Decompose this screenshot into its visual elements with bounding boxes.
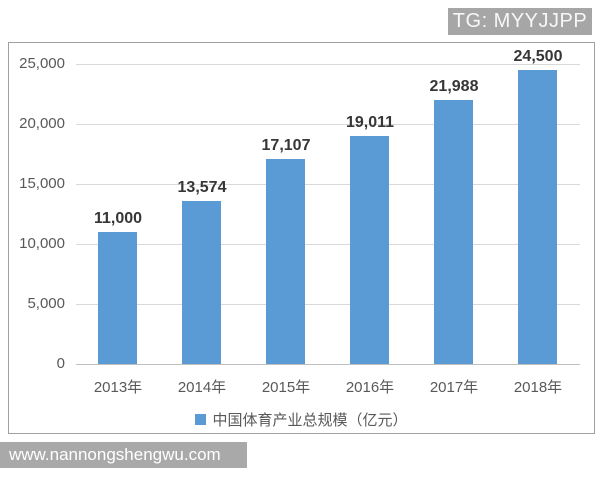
legend-swatch-icon xyxy=(195,414,207,425)
bar-value-label: 19,011 xyxy=(345,114,395,131)
bar-column: 17,107 2015年 xyxy=(244,43,328,433)
bar-value-label: 24,500 xyxy=(513,48,563,65)
bar-column: 21,988 2017年 xyxy=(412,43,496,433)
y-axis-tick-label: 5,000 xyxy=(27,295,65,312)
x-axis-category-label: 2017年 xyxy=(429,379,479,396)
telegram-watermark-badge: TG: MYYJJPP xyxy=(448,8,592,35)
bar-value-label: 13,574 xyxy=(177,179,227,196)
y-axis-tick-label: 20,000 xyxy=(19,115,65,132)
gridline xyxy=(76,124,580,125)
bar-value-label: 17,107 xyxy=(261,137,311,154)
legend: 中国体育产业总规模（亿元） xyxy=(9,409,594,430)
site-watermark-bar: www.nannongshengwu.com xyxy=(0,442,247,468)
bar-column: 13,574 2014年 xyxy=(160,43,244,433)
bar-chart: 0 5,000 10,000 15,000 20,000 25,000 11,000 201… xyxy=(8,42,595,434)
y-axis-tick-label: 25,000 xyxy=(19,55,65,72)
bar xyxy=(182,201,221,364)
gridline xyxy=(76,304,580,305)
bar-value-label: 21,988 xyxy=(429,78,479,95)
y-axis-tick-label: 10,000 xyxy=(19,235,65,252)
bar-value-label: 11,000 xyxy=(93,210,143,227)
gridline xyxy=(76,244,580,245)
x-axis-category-label: 2014年 xyxy=(177,379,227,396)
x-axis-category-label: 2018年 xyxy=(513,379,563,396)
bar-column: 24,500 2018年 xyxy=(496,43,580,433)
gridline xyxy=(76,64,580,65)
x-axis-category-label: 2015年 xyxy=(261,379,311,396)
bar xyxy=(266,159,305,364)
bar xyxy=(350,136,389,364)
legend-label: 中国体育产业总规模（亿元） xyxy=(212,412,408,429)
bar-column: 19,011 2016年 xyxy=(328,43,412,433)
x-axis-category-label: 2016年 xyxy=(345,379,395,396)
bar xyxy=(518,70,557,364)
bar xyxy=(434,100,473,364)
x-axis-category-label: 2013年 xyxy=(93,379,143,396)
bar-column: 11,000 2013年 xyxy=(76,43,160,433)
y-axis-tick-label: 0 xyxy=(56,355,65,372)
gridline xyxy=(76,184,580,185)
y-axis-tick-label: 15,000 xyxy=(19,175,65,192)
x-axis-line xyxy=(76,364,580,365)
bar xyxy=(98,232,137,364)
